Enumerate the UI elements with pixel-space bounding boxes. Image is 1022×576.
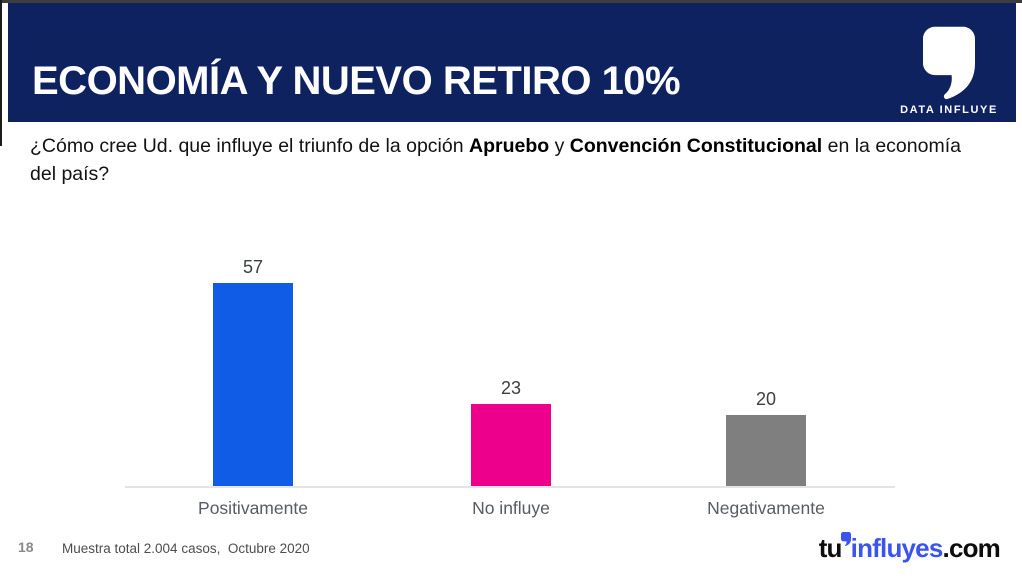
tuinfluyes-logo: tu influyes .com [818, 532, 1001, 564]
brand-label: DATA INFLUYE [900, 104, 998, 116]
logo-part-com: .com [942, 533, 1001, 563]
bar-value-label: 20 [755, 389, 777, 409]
survey-question: ¿Cómo cree Ud. que influye el triunfo de… [30, 133, 978, 188]
sample-note: Muestra total 2.004 casos, Octubre 2020 [62, 541, 310, 556]
header-banner: ECONOMÍA Y NUEVO RETIRO 10% DATA INFLUYE [8, 3, 1016, 122]
bar-no-influye [471, 404, 551, 486]
quote-comma-icon [923, 26, 975, 100]
bar-value-label: 57 [242, 257, 264, 277]
bar-positivamente [213, 283, 293, 486]
question-mid: y [549, 135, 570, 157]
page-title: ECONOMÍA Y NUEVO RETIRO 10% [32, 59, 681, 103]
logo-part-tu: tu [818, 533, 843, 563]
bar-negativamente [726, 415, 806, 486]
logo-apostrophe-icon [840, 532, 851, 546]
question-prefix: ¿Cómo cree Ud. que influye el triunfo de… [30, 135, 469, 157]
slide-left-border [0, 0, 2, 146]
category-label: Negativamente [707, 498, 825, 518]
data-influye-logo: DATA INFLUYE [894, 25, 1004, 116]
category-label: No influye [472, 498, 550, 518]
question-bold-convencion: Convención Constitucional [569, 135, 823, 157]
slide-top-border [0, 0, 1022, 3]
bar-chart: 57 Positivamente 23 No influye 20 Negativamen… [125, 250, 895, 530]
bar-value-label: 23 [500, 378, 522, 398]
question-suffix: en la economía del país? [30, 135, 961, 185]
page-number: 18 [18, 539, 34, 555]
category-label: Positivamente [198, 498, 308, 518]
question-bold-apruebo: Apruebo [469, 135, 550, 157]
logo-part-influyes: influyes [850, 533, 944, 563]
x-axis-line [125, 486, 895, 488]
